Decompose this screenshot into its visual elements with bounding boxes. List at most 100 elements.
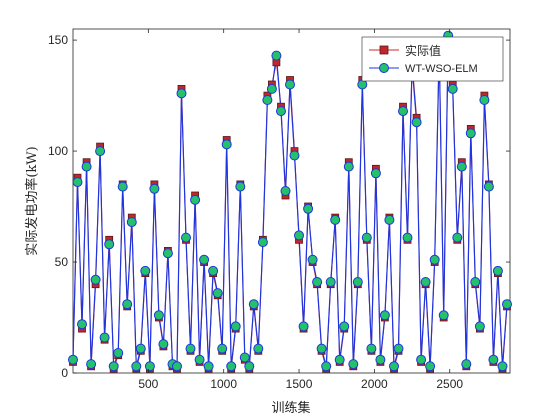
predicted-point: [72, 177, 83, 188]
predicted-point: [172, 361, 182, 372]
predicted-point: [104, 239, 115, 250]
predicted-point: [307, 254, 318, 265]
predicted-point: [185, 343, 196, 354]
predicted-point: [113, 348, 124, 358]
predicted-point: [343, 161, 354, 172]
predicted-point: [90, 274, 101, 285]
predicted-point: [176, 88, 187, 99]
predicted-point: [334, 354, 345, 365]
x-tick-label: 1000: [210, 377, 237, 391]
y-tick-label: 50: [55, 255, 69, 269]
y-tick-label: 150: [48, 33, 68, 47]
predicted-point: [158, 339, 169, 350]
predicted-point: [393, 343, 404, 354]
predicted-point: [276, 106, 286, 117]
predicted-point: [221, 139, 232, 150]
predicted-point: [402, 232, 413, 243]
predicted-point: [253, 343, 264, 354]
predicted-point: [425, 361, 436, 372]
predicted-point: [438, 310, 449, 321]
predicted-point: [447, 83, 458, 94]
predicted-point: [162, 248, 173, 259]
predicted-point: [235, 181, 246, 192]
predicted-point: [140, 265, 151, 276]
x-axis-label: 训练集: [271, 400, 310, 416]
x-tick-label: 2000: [361, 377, 388, 391]
predicted-point: [271, 50, 282, 61]
predicted-point: [144, 361, 155, 372]
predicted-point: [230, 321, 241, 332]
predicted-point: [108, 361, 119, 372]
predicted-point: [266, 83, 277, 94]
ticks-layer: 500 1000 1500 2000 2500 0 50 100 150: [48, 29, 510, 391]
predicted-point: [316, 343, 327, 354]
predicted-point: [470, 277, 481, 287]
predicted-point: [357, 79, 368, 90]
predicted-point: [339, 321, 350, 332]
x-tick-label: 2500: [436, 377, 463, 391]
predicted-point: [479, 95, 490, 105]
predicted-point: [298, 321, 309, 332]
predicted-point: [465, 128, 476, 139]
predicted-point: [429, 254, 440, 265]
predicted-point: [420, 277, 431, 287]
predicted-point: [194, 354, 205, 365]
predicted-point: [361, 232, 372, 243]
predicted-point: [86, 359, 97, 370]
predicted-point: [190, 194, 201, 205]
predicted-point: [203, 361, 214, 372]
predicted-point: [370, 168, 381, 179]
predicted-point: [416, 354, 427, 365]
predicted-point: [131, 361, 142, 372]
predicted-point: [289, 150, 300, 161]
predicted-point: [389, 361, 399, 372]
predicted-point: [452, 232, 463, 243]
predicted-point: [122, 299, 133, 310]
legend: 实际值 WT-WSO-ELM: [361, 36, 504, 82]
predicted-point: [488, 354, 499, 365]
predicted-point: [483, 181, 494, 192]
legend-box: [361, 36, 504, 82]
predicted-point: [68, 354, 78, 365]
predicted-point: [325, 277, 336, 287]
predicted-point: [208, 265, 219, 276]
predicted-point: [81, 161, 92, 172]
predicted-point: [474, 321, 485, 332]
predicted-point: [181, 232, 191, 243]
predicted-point: [411, 117, 422, 128]
legend-pred-marker: [379, 63, 389, 73]
predicted-point: [244, 361, 255, 372]
predicted-point: [492, 265, 503, 276]
predicted-point: [384, 214, 395, 225]
predicted-point: [248, 299, 259, 310]
predicted-point: [294, 230, 304, 241]
predicted-point: [456, 161, 467, 172]
predicted-point: [99, 332, 110, 343]
predicted-point: [199, 254, 210, 265]
legend-actual-marker: [379, 45, 389, 55]
predicted-point: [502, 299, 512, 310]
plot-area: [68, 28, 512, 374]
predicted-point: [379, 310, 390, 321]
predicted-point: [77, 319, 87, 330]
y-tick-label: 0: [61, 366, 68, 380]
predicted-point: [321, 361, 332, 372]
predicted-point: [280, 186, 291, 196]
predicted-point: [126, 217, 137, 228]
predicted-point: [312, 277, 323, 287]
predicted-point: [149, 183, 160, 194]
predicted-point: [135, 343, 146, 354]
predicted-point: [348, 359, 359, 370]
predicted-point: [117, 181, 128, 192]
series-layer: [68, 30, 512, 373]
predicted-point: [330, 214, 341, 225]
predicted-point: [262, 95, 273, 105]
predicted-point: [398, 106, 408, 117]
y-tick-label: 100: [48, 144, 68, 158]
predicted-point: [212, 288, 223, 299]
predicted-point: [153, 310, 164, 321]
x-tick-label: 1500: [286, 377, 313, 391]
predicted-point: [366, 343, 377, 354]
predicted-point: [461, 359, 472, 370]
